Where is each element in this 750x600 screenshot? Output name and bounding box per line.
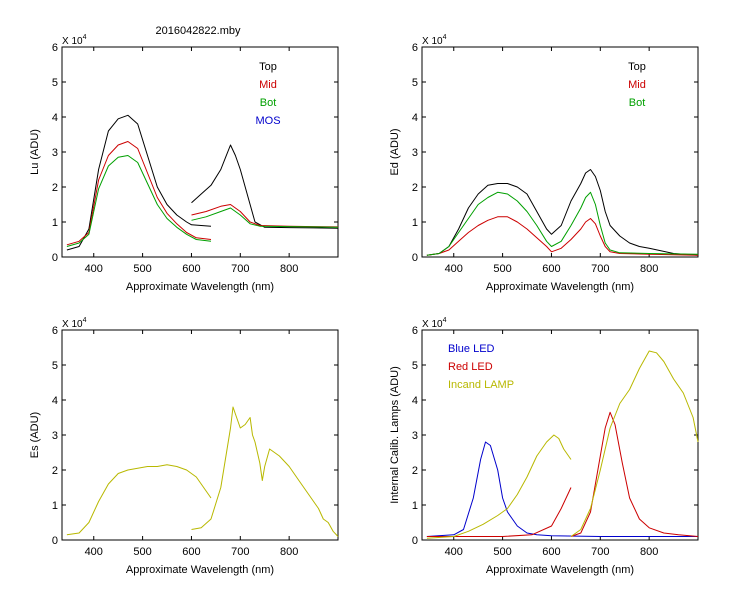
x-tick-label: 600	[182, 263, 200, 275]
x-tick-label: 500	[493, 546, 511, 558]
x-tick-label: 500	[493, 263, 511, 275]
y-tick-label: 3	[412, 430, 418, 442]
y-axis-label: Es (ADU)	[29, 412, 41, 458]
y-tick-label: 6	[52, 42, 58, 54]
y-tick-label: 3	[52, 430, 58, 442]
legend-entry-top: Top	[259, 61, 277, 73]
y-tick-label: 3	[52, 147, 58, 159]
y-tick-label: 0	[52, 252, 58, 264]
x-axis-label: Approximate Wavelength (nm)	[126, 281, 274, 293]
series-line-top	[66, 114, 212, 251]
series-line-bot	[426, 191, 699, 256]
y-tick-label: 4	[412, 112, 418, 124]
y-tick-label: 3	[412, 147, 418, 159]
y-multiplier: X 104	[62, 34, 87, 47]
y-tick-label: 1	[52, 217, 58, 229]
x-tick-label: 700	[591, 546, 609, 558]
series-line-es	[66, 464, 212, 536]
x-tick-label: 800	[640, 546, 658, 558]
y-tick-label: 4	[412, 395, 418, 407]
x-tick-label: 600	[542, 546, 560, 558]
legend-entry-blue-led: Blue LED	[448, 343, 495, 355]
legend-entry-bot: Bot	[629, 97, 646, 109]
x-tick-label: 600	[182, 546, 200, 558]
x-tick-label: 400	[445, 546, 463, 558]
y-tick-label: 0	[412, 535, 418, 547]
y-multiplier: X 104	[422, 34, 447, 47]
panel-lamps: 0 1 2 3 4 5 6 400 500 600 700 800 Approximate Wavele…	[389, 317, 699, 576]
legend-entry-mid: Mid	[259, 79, 277, 91]
y-axis-label: Ed (ADU)	[389, 128, 401, 175]
legend-entry-incand-lamp: Incand LAMP	[448, 379, 514, 391]
series-line-incand-lamp	[570, 350, 699, 537]
series-line-incand-lamp	[426, 434, 572, 539]
y-tick-label: 2	[52, 465, 58, 477]
series-line-top	[426, 169, 699, 256]
series-line-bot	[66, 155, 212, 247]
y-tick-label: 6	[412, 42, 418, 54]
x-tick-label: 400	[85, 546, 103, 558]
series-line-top	[191, 144, 339, 229]
y-tick-label: 0	[52, 535, 58, 547]
y-multiplier: X 104	[422, 317, 447, 330]
y-tick-label: 4	[52, 112, 58, 124]
x-tick-label: 700	[231, 546, 249, 558]
y-tick-label: 5	[52, 77, 58, 89]
y-axis-label: Internal Calib. Lamps (ADU)	[389, 366, 401, 504]
series-line-mid	[426, 216, 699, 256]
y-multiplier: X 104	[62, 317, 87, 330]
y-tick-label: 0	[412, 252, 418, 264]
y-tick-label: 1	[412, 217, 418, 229]
x-tick-label: 400	[445, 263, 463, 275]
x-tick-label: 700	[591, 263, 609, 275]
y-tick-label: 1	[52, 500, 58, 512]
x-axis-label: Approximate Wavelength (nm)	[486, 564, 634, 576]
y-tick-label: 1	[412, 500, 418, 512]
plot-frame	[61, 329, 339, 541]
x-axis-label: Approximate Wavelength (nm)	[486, 281, 634, 293]
x-tick-label: 800	[640, 263, 658, 275]
series-line-mid	[191, 204, 339, 228]
figure-title: 2016042822.mby	[155, 25, 241, 37]
x-tick-label: 800	[280, 263, 298, 275]
legend-entry-bot: Bot	[260, 97, 277, 109]
series-line-blue-led	[426, 441, 698, 537]
y-tick-label: 5	[412, 77, 418, 89]
y-tick-label: 5	[412, 360, 418, 372]
y-tick-label: 4	[52, 395, 58, 407]
y-tick-label: 2	[412, 182, 418, 194]
x-tick-label: 500	[133, 263, 151, 275]
y-tick-label: 2	[412, 465, 418, 477]
x-tick-label: 700	[231, 263, 249, 275]
y-tick-label: 5	[52, 360, 58, 372]
series-line-red-led	[570, 411, 699, 537]
panel-lu: 0 1 2 3 4 5 6 400 500 600 700 800 Approximate Wavele…	[29, 34, 339, 293]
x-tick-label: 800	[280, 546, 298, 558]
panel-ed: 0 1 2 3 4 5 6 400 500 600 700 800 Approximate Wavele…	[389, 34, 699, 293]
legend-entry-mos: MOS	[255, 115, 280, 127]
legend-entry-top: Top	[628, 61, 646, 73]
legend-entry-mid: Mid	[628, 79, 646, 91]
y-tick-label: 6	[52, 325, 58, 337]
x-tick-label: 600	[542, 263, 560, 275]
y-tick-label: 6	[412, 325, 418, 337]
x-axis-label: Approximate Wavelength (nm)	[126, 564, 274, 576]
series-line-bot	[191, 207, 339, 228]
y-axis-label: Lu (ADU)	[29, 129, 41, 175]
y-tick-label: 2	[52, 182, 58, 194]
panel-es: 0 1 2 3 4 5 6 400 500 600 700 800 Approximate Wavele…	[29, 317, 339, 576]
legend-entry-red-led: Red LED	[448, 361, 493, 373]
series-line-red-led	[426, 487, 572, 537]
x-tick-label: 500	[133, 546, 151, 558]
series-line-mid	[66, 141, 212, 246]
x-tick-label: 400	[85, 263, 103, 275]
series-line-es	[191, 406, 339, 537]
